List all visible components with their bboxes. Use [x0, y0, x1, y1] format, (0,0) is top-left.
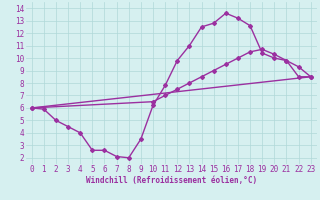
X-axis label: Windchill (Refroidissement éolien,°C): Windchill (Refroidissement éolien,°C)	[86, 176, 257, 185]
